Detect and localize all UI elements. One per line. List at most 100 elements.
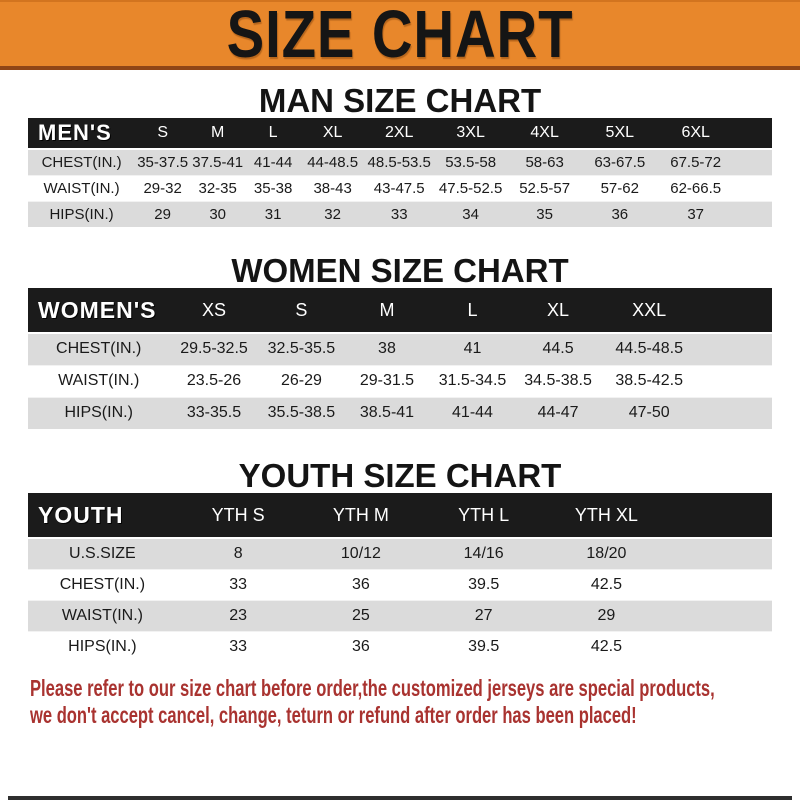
- column-header: 2XL: [364, 118, 435, 150]
- column-header: YTH L: [422, 493, 546, 539]
- column-header: XS: [169, 288, 259, 334]
- size-value-cell: 29: [597, 606, 616, 624]
- row-label: WAIST(IN.): [61, 606, 143, 624]
- table-row: WAIST(IN.) 29-32 32-35 35-38 38-43 43-47.5 47.…: [28, 175, 772, 201]
- size-value-cell: 39.5: [468, 637, 500, 655]
- column-header: 5XL: [582, 118, 658, 150]
- table-row: CHEST(IN.) 29.5-32.5 32.5-35.5 38 41 44.5 44.5…: [28, 333, 772, 365]
- row-spacer: [698, 365, 772, 397]
- size-value-cell: 41: [463, 340, 482, 358]
- column-header: 4XL: [507, 118, 583, 150]
- size-value-cell: 44-47: [537, 404, 579, 422]
- order-disclaimer: Please refer to our size chart before or…: [0, 675, 800, 729]
- disclaimer-line-2: we don't accept cancel, change, teturn o…: [30, 702, 637, 728]
- header-spacer: [697, 288, 772, 334]
- size-value-cell: 44.5: [542, 340, 574, 358]
- size-value-cell: 36: [352, 637, 370, 655]
- size-value-cell: 34: [462, 205, 479, 223]
- man-size-chart-heading: MAN SIZE CHART: [258, 82, 542, 119]
- size-value-cell: 53.5-58: [445, 153, 497, 171]
- row-label: HIPS(IN.): [68, 637, 137, 655]
- table-corner-label: YOUTH: [28, 493, 177, 539]
- table-row: HIPS(IN.) 33-35.5 35.5-38.5 38.5-41 41-44 44-…: [28, 397, 772, 429]
- size-value-cell: 29: [154, 205, 171, 223]
- size-value-cell: 14/16: [463, 544, 504, 562]
- row-label: CHEST(IN.): [56, 340, 142, 358]
- size-value-cell: 33: [390, 205, 408, 223]
- row-spacer: [668, 631, 772, 662]
- size-value-cell: 38.5-42.5: [615, 372, 683, 389]
- column-header: YTH M: [299, 493, 423, 539]
- size-value-cell: 32-35: [198, 179, 237, 197]
- size-value-cell: 32.5-35.5: [267, 340, 336, 358]
- header-spacer: [733, 118, 772, 150]
- size-value-cell: 38.5-41: [359, 404, 415, 422]
- table-row: HIPS(IN.) 29 30 31 32 33 34 35 36 37: [28, 201, 772, 227]
- banner-title: SIZE CHART: [226, 0, 574, 72]
- size-value-cell: 67.5-72: [670, 153, 722, 171]
- size-value-cell: 38-43: [313, 179, 352, 197]
- size-value-cell: 31: [264, 205, 282, 223]
- size-value-cell: 29.5-32.5: [180, 340, 248, 358]
- table-row: CHEST(IN.) 33 36 39.5 42.5: [28, 569, 772, 600]
- size-value-cell: 44.5-48.5: [615, 340, 683, 358]
- size-value-cell: 47.5-52.5: [438, 179, 503, 197]
- size-value-cell: 63-67.5: [594, 153, 646, 171]
- column-header: XL: [301, 118, 365, 150]
- size-value-cell: 36: [352, 575, 370, 593]
- row-label: U.S.SIZE: [69, 544, 136, 562]
- size-value-cell: 25: [352, 606, 370, 624]
- table-row: WAIST(IN.) 23.5-26 26-29 29-31.5 31.5-34.5 34…: [28, 365, 772, 397]
- size-value-cell: 33: [229, 575, 248, 593]
- table-row: CHEST(IN.) 35-37.5 37.5-41 41-44 44-48.5 48.5…: [28, 149, 772, 175]
- youth-size-table: YOUTH YTH S YTH M YTH L YTH XL U.S.SIZE 8 10/12…: [28, 493, 772, 662]
- size-value-cell: 39.5: [468, 575, 500, 593]
- size-value-cell: 31.5-34.5: [438, 372, 507, 389]
- women-size-table: WOMEN'S XS S M L XL XXL CHEST(IN.) 29.5-32.5 32.5…: [28, 288, 772, 429]
- size-value-cell: 29-31.5: [359, 372, 415, 389]
- table-corner-label: WOMEN'S: [28, 288, 170, 334]
- disclaimer-line-1: Please refer to our size chart before or…: [30, 675, 715, 701]
- size-value-cell: 44-48.5: [307, 153, 359, 171]
- size-value-cell: 36: [611, 205, 629, 223]
- column-header: YTH S: [176, 493, 300, 539]
- row-spacer: [698, 333, 772, 365]
- size-value-cell: 57-62: [600, 179, 639, 197]
- bottom-divider: [8, 796, 792, 800]
- size-value-cell: 42.5: [590, 575, 622, 593]
- table-row: WAIST(IN.) 23 25 27 29: [28, 600, 772, 631]
- row-label: HIPS(IN.): [49, 205, 114, 223]
- size-value-cell: 35-37.5: [137, 153, 189, 171]
- row-label: CHEST(IN.): [59, 575, 146, 593]
- row-label: CHEST(IN.): [41, 153, 122, 171]
- row-spacer: [734, 149, 772, 175]
- column-header: S: [135, 118, 191, 150]
- column-header: M: [190, 118, 246, 150]
- size-value-cell: 58-63: [525, 153, 564, 171]
- size-value-cell: 43-47.5: [373, 179, 425, 197]
- size-value-cell: 10/12: [340, 544, 381, 562]
- size-value-cell: 35-38: [253, 179, 293, 197]
- size-value-cell: 52.5-57: [519, 179, 571, 197]
- size-value-cell: 26-29: [280, 372, 322, 389]
- size-value-cell: 35.5-38.5: [267, 404, 336, 422]
- size-value-cell: 41-44: [452, 404, 493, 422]
- size-value-cell: 41-44: [253, 153, 293, 171]
- column-header: 3XL: [434, 118, 508, 150]
- row-spacer: [734, 175, 772, 201]
- column-header: M: [344, 288, 430, 334]
- men-size-table: MEN'S S M L XL 2XL 3XL 4XL 5XL 6XL CHEST(IN.) 35-37…: [28, 118, 772, 227]
- size-value-cell: 33: [229, 637, 248, 655]
- column-header: XXL: [600, 288, 698, 334]
- size-value-cell: 8: [233, 544, 243, 562]
- size-value-cell: 18/20: [586, 544, 627, 562]
- table-row: U.S.SIZE 8 10/12 14/16 18/20: [28, 538, 772, 569]
- row-label: HIPS(IN.): [64, 404, 133, 422]
- women-size-chart-heading: WOMEN SIZE CHART: [231, 252, 569, 289]
- table-row: HIPS(IN.) 33 36 39.5 42.5: [28, 631, 772, 662]
- size-value-cell: 37.5-41: [192, 153, 244, 171]
- column-header: L: [429, 288, 516, 334]
- column-header: YTH XL: [545, 493, 668, 539]
- size-value-cell: 29-32: [143, 179, 182, 197]
- header-row: YOUTH YTH S YTH M YTH L YTH XL: [28, 493, 772, 539]
